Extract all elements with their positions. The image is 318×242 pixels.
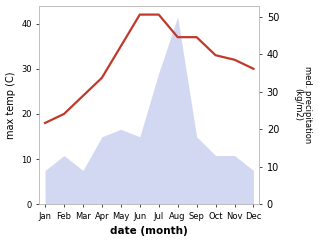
Y-axis label: med. precipitation
(kg/m2): med. precipitation (kg/m2) <box>293 66 313 144</box>
X-axis label: date (month): date (month) <box>110 227 188 236</box>
Y-axis label: max temp (C): max temp (C) <box>5 71 16 139</box>
